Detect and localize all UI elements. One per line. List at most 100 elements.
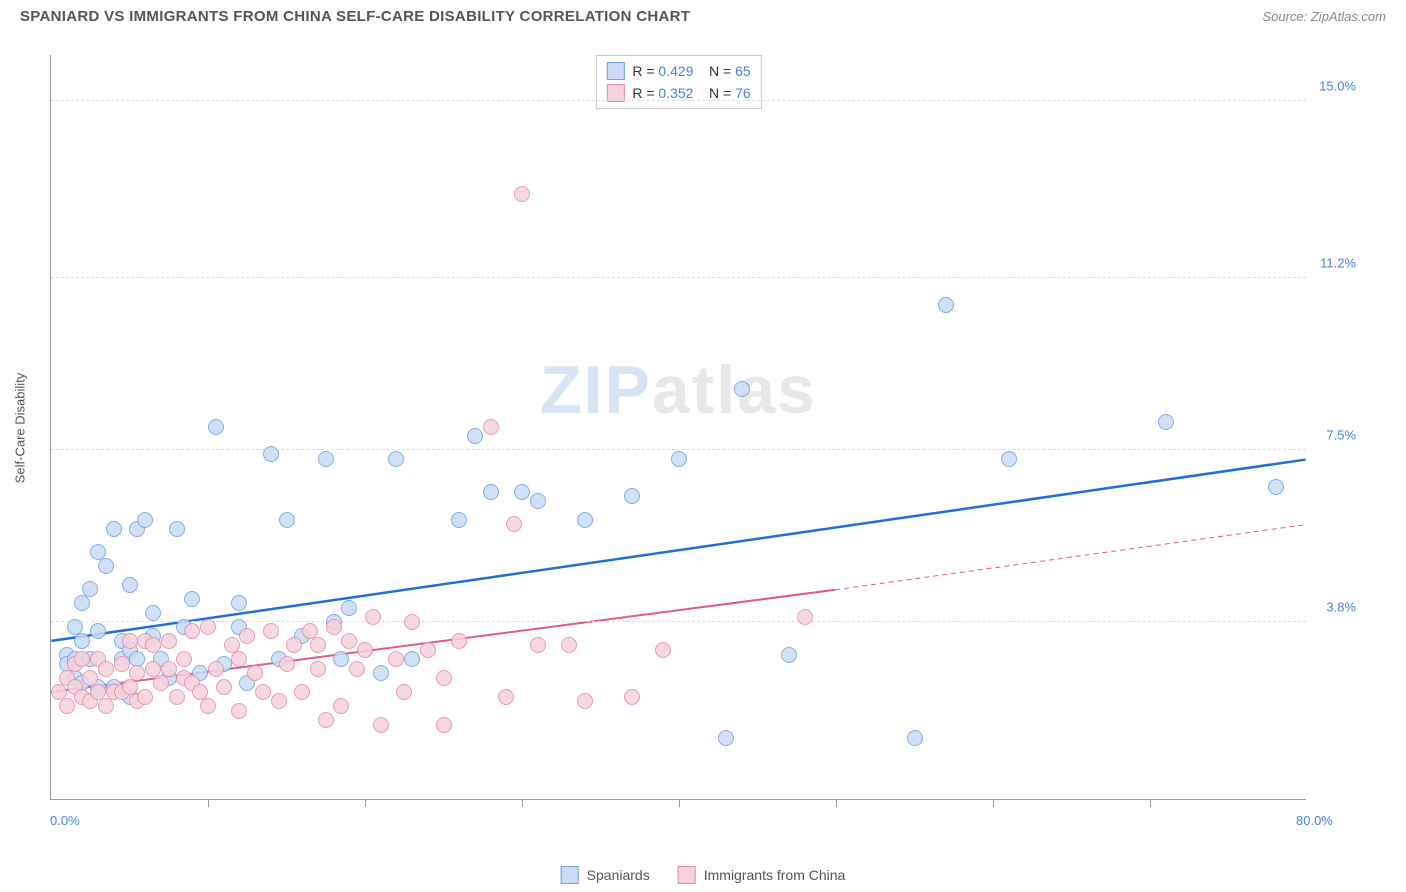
scatter-point: [137, 512, 153, 528]
chart-title: SPANIARD VS IMMIGRANTS FROM CHINA SELF-C…: [20, 8, 690, 25]
scatter-point: [122, 577, 138, 593]
scatter-point: [530, 493, 546, 509]
gridline: [51, 100, 1306, 101]
scatter-point: [1158, 414, 1174, 430]
scatter-point: [145, 605, 161, 621]
scatter-point: [90, 623, 106, 639]
x-tick: [1150, 799, 1151, 807]
scatter-point: [161, 633, 177, 649]
scatter-point: [349, 661, 365, 677]
scatter-point: [1268, 479, 1284, 495]
x-tick: [836, 799, 837, 807]
watermark: ZIPatlas: [540, 351, 817, 429]
scatter-point: [530, 637, 546, 653]
scatter-point: [106, 521, 122, 537]
scatter-point: [333, 698, 349, 714]
scatter-point: [671, 451, 687, 467]
scatter-point: [169, 521, 185, 537]
y-tick-label: 11.2%: [1320, 255, 1356, 270]
scatter-point: [184, 591, 200, 607]
scatter-point: [59, 698, 75, 714]
scatter-point: [373, 717, 389, 733]
scatter-point: [137, 689, 153, 705]
scatter-point: [208, 661, 224, 677]
scatter-point: [341, 633, 357, 649]
scatter-point: [467, 428, 483, 444]
scatter-point: [82, 581, 98, 597]
scatter-point: [247, 665, 263, 681]
scatter-point: [279, 656, 295, 672]
legend-stats: R = 0.429 N = 65 R = 0.352 N = 76: [595, 55, 761, 109]
scatter-point: [98, 698, 114, 714]
scatter-point: [161, 661, 177, 677]
scatter-point: [271, 693, 287, 709]
scatter-point: [436, 670, 452, 686]
legend-stats-row: R = 0.429 N = 65: [606, 60, 750, 82]
scatter-point: [239, 628, 255, 644]
scatter-point: [655, 642, 671, 658]
legend-swatch: [606, 62, 624, 80]
scatter-point: [577, 512, 593, 528]
y-axis-label: Self-Care Disability: [13, 372, 28, 483]
scatter-point: [74, 651, 90, 667]
scatter-point: [938, 297, 954, 313]
scatter-point: [200, 619, 216, 635]
scatter-point: [451, 512, 467, 528]
scatter-point: [122, 633, 138, 649]
scatter-point: [74, 633, 90, 649]
scatter-point: [514, 186, 530, 202]
scatter-point: [577, 693, 593, 709]
scatter-point: [98, 558, 114, 574]
legend-series: Spaniards Immigrants from China: [561, 866, 846, 884]
x-tick: [522, 799, 523, 807]
scatter-point: [333, 651, 349, 667]
chart-area: Self-Care Disability ZIPatlas R = 0.429 …: [50, 55, 1360, 800]
scatter-point: [153, 675, 169, 691]
y-tick-label: 3.8%: [1326, 600, 1356, 615]
scatter-point: [483, 419, 499, 435]
x-tick: [679, 799, 680, 807]
x-axis-max-label: 80.0%: [1296, 813, 1333, 828]
x-tick: [993, 799, 994, 807]
scatter-point: [396, 684, 412, 700]
scatter-point: [263, 446, 279, 462]
scatter-point: [624, 689, 640, 705]
scatter-point: [907, 730, 923, 746]
scatter-point: [365, 609, 381, 625]
scatter-point: [624, 488, 640, 504]
scatter-point: [451, 633, 467, 649]
scatter-point: [231, 595, 247, 611]
scatter-point: [404, 614, 420, 630]
legend-series-label: Spaniards: [587, 867, 650, 883]
scatter-point: [373, 665, 389, 681]
legend-series-label: Immigrants from China: [704, 867, 846, 883]
scatter-point: [286, 637, 302, 653]
scatter-point: [318, 712, 334, 728]
legend-series-item: Immigrants from China: [678, 866, 846, 884]
scatter-plot: ZIPatlas R = 0.429 N = 65 R = 0.352 N = …: [50, 55, 1306, 800]
x-axis-min-label: 0.0%: [50, 813, 80, 828]
scatter-point: [781, 647, 797, 663]
gridline: [51, 277, 1306, 278]
scatter-point: [310, 661, 326, 677]
scatter-point: [184, 623, 200, 639]
scatter-point: [1001, 451, 1017, 467]
scatter-point: [279, 512, 295, 528]
scatter-point: [506, 516, 522, 532]
scatter-point: [231, 651, 247, 667]
y-tick-label: 15.0%: [1319, 78, 1356, 93]
scatter-point: [176, 651, 192, 667]
gridline: [51, 449, 1306, 450]
legend-stats-row: R = 0.352 N = 76: [606, 82, 750, 104]
legend-stats-text: R = 0.429 N = 65: [632, 63, 750, 79]
scatter-point: [263, 623, 279, 639]
scatter-point: [357, 642, 373, 658]
scatter-point: [255, 684, 271, 700]
scatter-point: [420, 642, 436, 658]
scatter-point: [294, 684, 310, 700]
scatter-point: [734, 381, 750, 397]
scatter-point: [114, 656, 130, 672]
scatter-point: [561, 637, 577, 653]
scatter-point: [145, 637, 161, 653]
scatter-point: [310, 637, 326, 653]
